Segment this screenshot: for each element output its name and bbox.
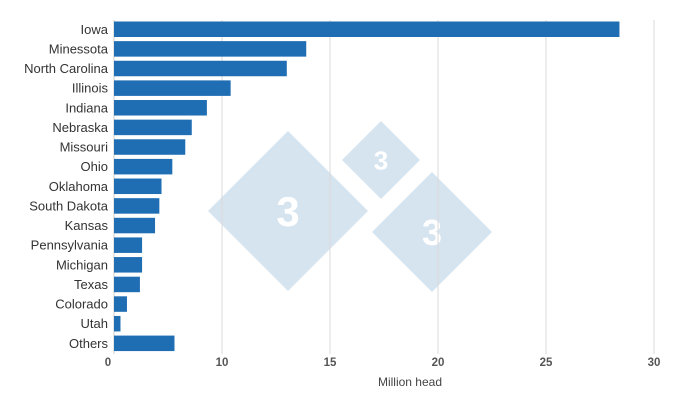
bar-michigan <box>114 257 143 273</box>
watermark-text: 3 <box>374 145 388 175</box>
watermark-text: 3 <box>422 212 442 253</box>
category-label: South Dakota <box>29 198 109 213</box>
bar-pennsylvania <box>114 237 143 253</box>
bar-north-carolina <box>114 60 287 77</box>
category-label: Kansas <box>65 218 109 233</box>
category-label: North Carolina <box>24 61 109 76</box>
bar-colorado <box>114 296 127 312</box>
bar-utah <box>114 315 121 332</box>
x-tick-labels: 0 10 15 20 25 30 <box>105 357 661 369</box>
bar-kansas <box>114 217 156 234</box>
bar-missouri <box>114 139 186 155</box>
bar-oklahoma <box>114 178 162 195</box>
x-tick-label: 0 <box>105 357 111 369</box>
category-label: Pennsylvania <box>31 238 109 253</box>
category-label: Oklahoma <box>49 179 109 194</box>
x-tick-label: 20 <box>432 357 445 369</box>
bar-texas <box>114 276 140 293</box>
category-label: Colorado <box>55 297 108 312</box>
watermark-diamond: 3 <box>208 131 368 291</box>
bars <box>114 21 620 352</box>
category-label: Texas <box>74 277 108 292</box>
watermark-diamond: 3 <box>342 121 420 199</box>
category-label: Indiana <box>65 100 108 115</box>
bar-iowa <box>114 21 620 37</box>
watermark-logo: 3 3 3 <box>208 121 492 292</box>
x-axis-label: Million head <box>378 375 442 389</box>
category-label: Minessota <box>49 41 109 56</box>
bar-south-dakota <box>114 198 160 214</box>
category-label: Illinois <box>72 81 109 96</box>
watermark-diamond: 3 <box>372 172 492 292</box>
x-tick-label: 30 <box>648 357 661 369</box>
x-tick-label: 15 <box>324 357 337 369</box>
bar-illinois <box>114 80 231 96</box>
category-label: Michigan <box>56 257 108 272</box>
category-label: Nebraska <box>52 120 108 135</box>
category-label: Missouri <box>60 140 109 155</box>
category-label: Ohio <box>81 159 108 174</box>
x-tick-label: 10 <box>216 357 229 369</box>
category-label: Iowa <box>81 22 109 37</box>
bar-indiana <box>114 100 207 116</box>
bar-others <box>114 335 175 352</box>
category-labels: Iowa Minessota North Carolina Illinois India… <box>24 22 109 351</box>
x-tick-label: 25 <box>540 357 553 369</box>
bar-nebraska <box>114 119 192 136</box>
category-label: Utah <box>81 316 108 331</box>
category-label: Others <box>69 336 109 351</box>
watermark-text: 3 <box>276 188 299 235</box>
bar-ohio <box>114 158 173 175</box>
bar-minessota <box>114 41 307 57</box>
